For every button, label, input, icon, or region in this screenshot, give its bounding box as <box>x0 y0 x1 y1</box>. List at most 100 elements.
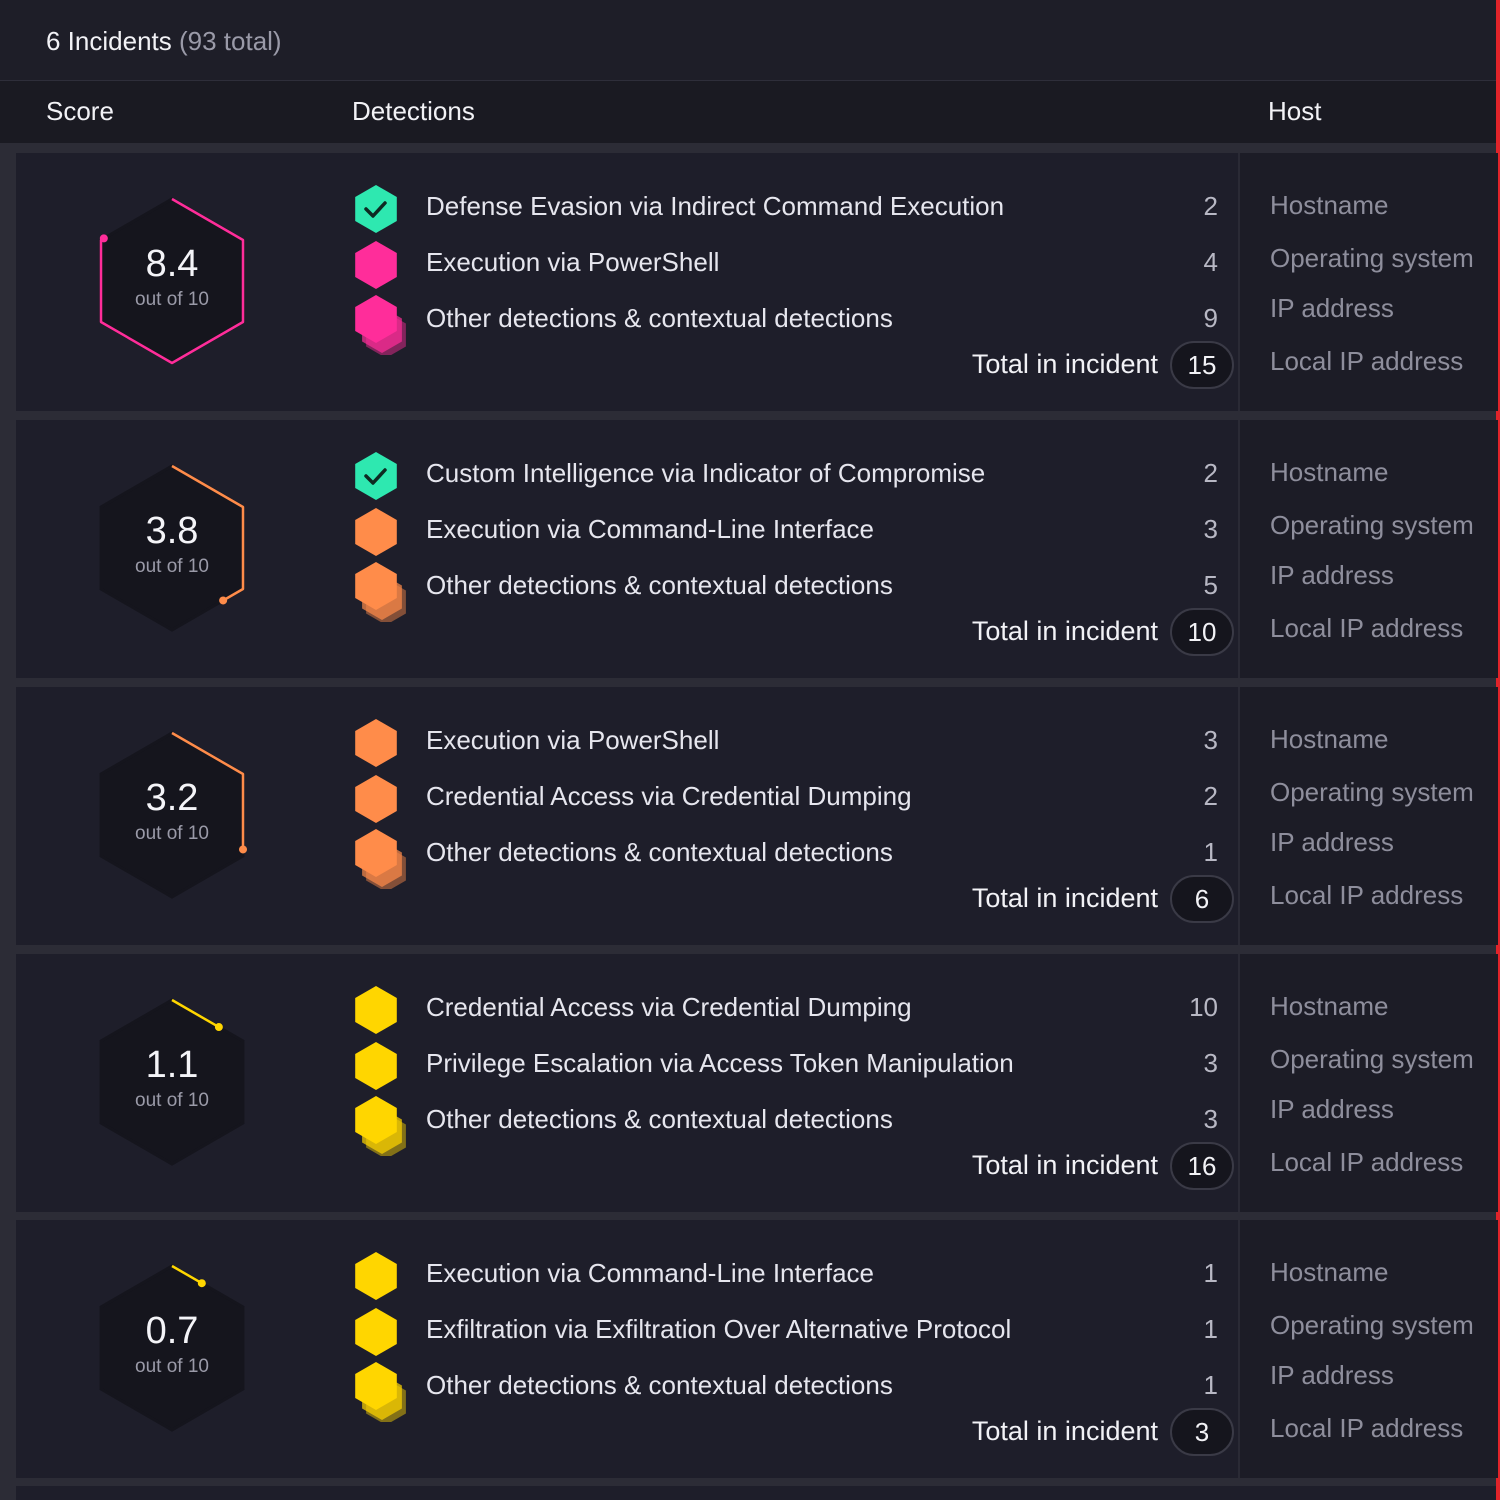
detection-count: 9 <box>1203 303 1218 333</box>
detection-row[interactable]: Execution via Command-Line Interface 1 <box>352 1250 1222 1300</box>
detection-count: 5 <box>1203 570 1218 600</box>
hexagon-icon <box>355 1308 397 1356</box>
total-count-badge: 6 <box>1170 875 1234 923</box>
detection-name: Other detections & contextual detections <box>426 837 893 867</box>
total-label: Total in incident <box>971 616 1158 646</box>
host-field-ip-address: IP address <box>1270 1094 1394 1124</box>
detection-row[interactable]: Credential Access via Credential Dumping… <box>352 773 1222 823</box>
total-label: Total in incident <box>971 1416 1158 1446</box>
detection-name: Execution via Command-Line Interface <box>426 1258 875 1288</box>
score-progress-arc <box>171 731 245 850</box>
host-field-local-ip-address: Local IP address <box>1270 880 1464 910</box>
detection-count: 1 <box>1203 837 1218 867</box>
score-out-of: out of 10 <box>135 1356 209 1377</box>
detection-row[interactable]: Other detections & contextual detections… <box>352 829 1222 889</box>
detection-count: 1 <box>1203 1314 1218 1344</box>
detection-name: Privilege Escalation via Access Token Ma… <box>426 1048 1014 1078</box>
detection-count: 2 <box>1203 191 1218 221</box>
host-field-local-ip-address: Local IP address <box>1270 1147 1464 1177</box>
score-value: 3.8 <box>145 510 199 552</box>
check-hex-icon <box>355 185 397 233</box>
detection-count: 3 <box>1203 514 1218 544</box>
score-progress-dot <box>214 1023 223 1032</box>
detection-row[interactable]: Other detections & contextual detections… <box>352 1362 1222 1422</box>
detection-row[interactable]: Execution via PowerShell 3 <box>352 717 1222 767</box>
total-label: Total in incident <box>971 883 1158 913</box>
host-field-operating-system: Operating system <box>1270 510 1474 540</box>
total-count-badge: 16 <box>1170 1142 1234 1190</box>
host-field-local-ip-address: Local IP address <box>1270 346 1464 376</box>
next-incident-card-partial[interactable] <box>16 1486 1496 1500</box>
host-field-operating-system: Operating system <box>1270 777 1474 807</box>
detection-name: Other detections & contextual detections <box>426 1104 893 1134</box>
host-field-ip-address: IP address <box>1270 560 1394 590</box>
detection-count: 1 <box>1203 1258 1218 1288</box>
incident-card[interactable]: 3.8 out of 10 Custom Intelligence via Indi… <box>16 420 1498 678</box>
host-pane <box>1238 954 1498 1212</box>
detection-row[interactable]: Custom Intelligence via Indicator of Com… <box>352 450 1222 500</box>
hexagon-icon <box>355 508 397 556</box>
score-progress-arc <box>171 464 245 602</box>
detection-row[interactable]: Execution via PowerShell 4 <box>352 239 1222 289</box>
score-out-of: out of 10 <box>135 1090 209 1111</box>
score-progress-dot <box>239 845 248 854</box>
incident-score: 3.2 out of 10 <box>90 727 254 903</box>
host-field-local-ip-address: Local IP address <box>1270 1413 1464 1443</box>
detection-count: 3 <box>1203 725 1218 755</box>
detection-count: 2 <box>1203 781 1218 811</box>
detection-name: Other detections & contextual detections <box>426 303 893 333</box>
hexagon-icon <box>355 719 397 767</box>
incident-card[interactable]: 0.7 out of 10 Execution via Command-Line I… <box>16 1220 1498 1478</box>
column-headers: Score Detections Host <box>0 81 1496 143</box>
detection-name: Credential Access via Credential Dumping <box>426 781 912 811</box>
score-value: 0.7 <box>145 1310 199 1352</box>
column-header-detections[interactable]: Detections <box>352 96 475 126</box>
score-out-of: out of 10 <box>135 823 209 844</box>
detection-row[interactable]: Privilege Escalation via Access Token Ma… <box>352 1040 1222 1090</box>
total-label: Total in incident <box>971 1150 1158 1180</box>
host-field-hostname: Hostname <box>1270 190 1389 220</box>
hexagon-icon <box>355 1042 397 1090</box>
incidents-header: 6 Incidents (93 total) <box>0 0 1496 81</box>
score-progress-dot <box>219 596 228 605</box>
column-header-host[interactable]: Host <box>1268 96 1322 126</box>
incident-card[interactable]: 1.1 out of 10 Credential Access via Creden… <box>16 954 1498 1212</box>
score-progress-dot <box>99 234 108 243</box>
host-field-operating-system: Operating system <box>1270 1044 1474 1074</box>
incident-score: 1.1 out of 10 <box>90 994 254 1170</box>
detection-name: Execution via PowerShell <box>426 725 720 755</box>
score-value: 8.4 <box>145 243 199 285</box>
host-field-hostname: Hostname <box>1270 1257 1389 1287</box>
host-field-hostname: Hostname <box>1270 457 1389 487</box>
detection-row[interactable]: Other detections & contextual detections… <box>352 562 1222 622</box>
detection-row[interactable]: Other detections & contextual detections… <box>352 295 1222 355</box>
detection-row[interactable]: Other detections & contextual detections… <box>352 1096 1222 1156</box>
detection-name: Execution via Command-Line Interface <box>426 514 875 544</box>
detection-row[interactable]: Exfiltration via Exfiltration Over Alter… <box>352 1306 1222 1356</box>
host-field-operating-system: Operating system <box>1270 243 1474 273</box>
score-hexagon-icon <box>99 1264 245 1432</box>
stacked-hexagon-icon <box>355 829 406 889</box>
score-progress-dot <box>197 1279 206 1288</box>
total-count-badge: 15 <box>1170 341 1234 389</box>
column-header-score[interactable]: Score <box>46 96 114 126</box>
detection-name: Exfiltration via Exfiltration Over Alter… <box>426 1314 1012 1344</box>
host-field-operating-system: Operating system <box>1270 1310 1474 1340</box>
detection-name: Defense Evasion via Indirect Command Exe… <box>426 191 1005 221</box>
incident-card[interactable]: 3.2 out of 10 Execution via PowerShell 3 Cre… <box>16 687 1498 945</box>
detection-row[interactable]: Credential Access via Credential Dumping… <box>352 984 1222 1034</box>
incident-score: 3.8 out of 10 <box>90 460 254 636</box>
detection-count: 4 <box>1203 247 1218 277</box>
score-progress-arc <box>171 998 220 1029</box>
detection-name: Other detections & contextual detections <box>426 1370 893 1400</box>
host-pane <box>1238 153 1498 411</box>
detection-row[interactable]: Execution via Command-Line Interface 3 <box>352 506 1222 556</box>
total-label: Total in incident <box>971 349 1158 379</box>
total-count-badge: 3 <box>1170 1408 1234 1456</box>
incident-card[interactable]: 8.4 out of 10 Defense Evasion via Indirect… <box>16 153 1498 411</box>
detection-row[interactable]: Defense Evasion via Indirect Command Exe… <box>352 183 1222 233</box>
detection-name: Credential Access via Credential Dumping <box>426 992 912 1022</box>
host-field-ip-address: IP address <box>1270 293 1394 323</box>
score-hexagon-icon <box>99 464 245 632</box>
